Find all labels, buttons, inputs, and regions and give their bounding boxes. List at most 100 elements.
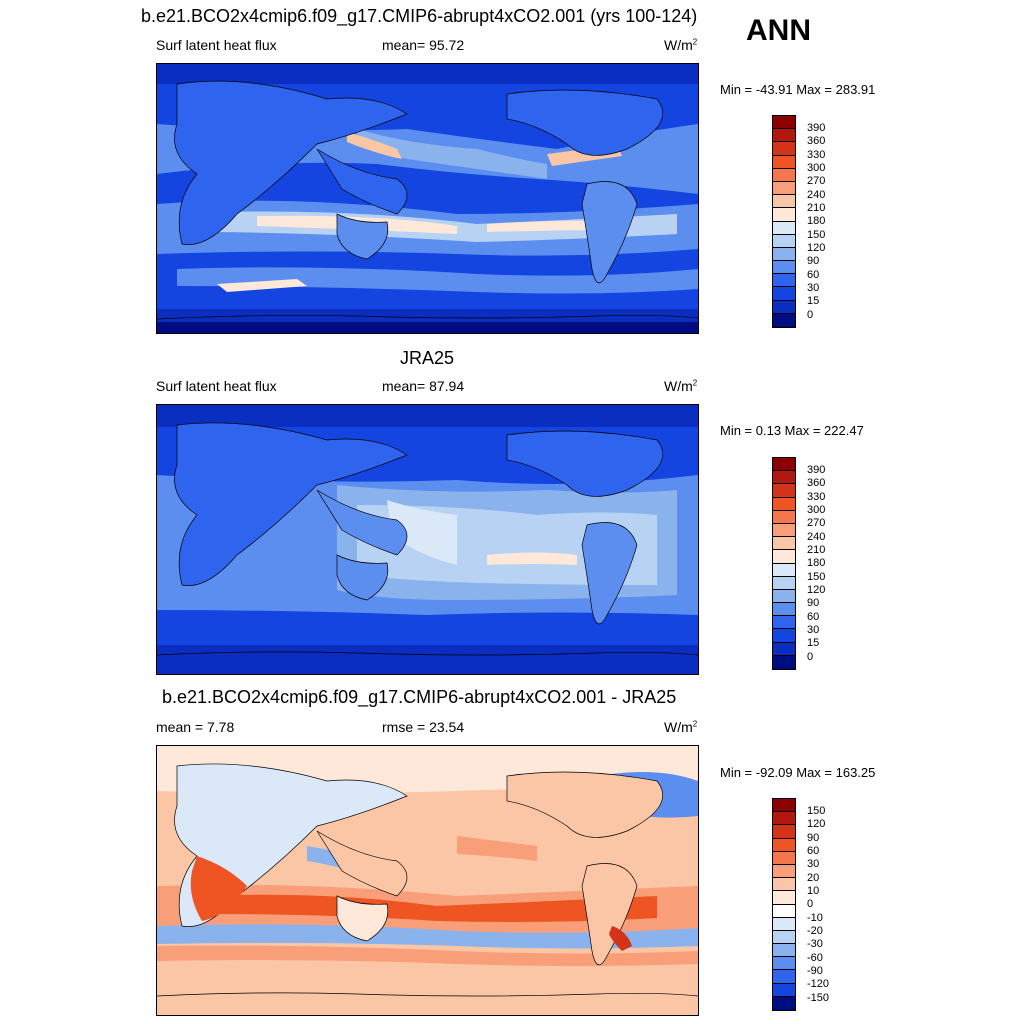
colorbar-swatch	[773, 537, 795, 551]
panel3-map	[156, 745, 699, 1016]
colorbar-swatch	[773, 313, 795, 327]
panel1-units: W/m2	[664, 37, 698, 53]
panel1-tick: 270	[807, 175, 826, 187]
colorbar-swatch	[773, 195, 795, 209]
panel1-tick: 210	[807, 202, 826, 214]
colorbar-swatch	[773, 287, 795, 301]
panel2-tick: 150	[807, 571, 826, 583]
colorbar-swatch	[773, 300, 795, 314]
colorbar-swatch	[773, 930, 795, 945]
colorbar-swatch	[773, 576, 795, 590]
colorbar-swatch	[773, 904, 795, 918]
panel1-tick: 30	[807, 282, 820, 294]
panel2-tick: 240	[807, 531, 826, 543]
panel1-tick: 360	[807, 135, 826, 147]
panel3-colorbar	[772, 798, 796, 1011]
panel1-map	[156, 63, 699, 334]
panel2-tick: 360	[807, 477, 826, 489]
panel3-tick: -60	[807, 952, 823, 964]
panel1-tick: 390	[807, 122, 826, 134]
colorbar-swatch	[773, 247, 795, 262]
colorbar-swatch	[773, 970, 795, 984]
colorbar-swatch	[773, 878, 795, 892]
panel3-tick: 0	[807, 898, 814, 910]
colorbar-swatch	[773, 155, 795, 169]
panel1-tick: 120	[807, 242, 826, 254]
colorbar-swatch	[773, 471, 795, 485]
colorbar-swatch	[773, 589, 795, 604]
panel3-tick: -120	[807, 978, 830, 990]
colorbar-swatch	[773, 168, 795, 182]
panel1-tick: 150	[807, 229, 826, 241]
colorbar-swatch	[773, 181, 795, 196]
panel3-rmse-label: rmse = 23.54	[382, 719, 465, 735]
panel1-tick: 60	[807, 269, 820, 281]
colorbar-swatch	[773, 851, 795, 865]
panel3-tick: 90	[807, 832, 820, 844]
colorbar-swatch	[773, 510, 795, 524]
colorbar-swatch	[773, 616, 795, 630]
colorbar-swatch	[773, 655, 795, 669]
colorbar-swatch	[773, 563, 795, 577]
panel2-tick: 0	[807, 651, 814, 663]
panel2-tick: 120	[807, 584, 826, 596]
panel3-tick: 120	[807, 818, 826, 830]
colorbar-swatch	[773, 550, 795, 564]
panel2-title: JRA25	[400, 348, 455, 368]
colorbar-swatch	[773, 944, 795, 958]
panel2-tick: 180	[807, 557, 826, 569]
panel3-title: b.e21.BCO2x4cmip6.f09_g17.CMIP6-abrupt4x…	[162, 687, 677, 707]
colorbar-swatch	[773, 917, 795, 931]
colorbar-swatch	[773, 261, 795, 275]
panel2-tick: 15	[807, 637, 820, 649]
panel3-tick: -20	[807, 925, 823, 937]
panel2-mean-label: mean= 87.94	[382, 378, 465, 394]
panel3-units: W/m2	[664, 719, 698, 735]
panel3-minmax: Min = -92.09 Max = 163.25	[720, 765, 876, 780]
colorbar-swatch	[773, 957, 795, 971]
panel2-tick: 300	[807, 504, 826, 516]
colorbar-swatch	[773, 497, 795, 511]
colorbar-swatch	[773, 274, 795, 288]
colorbar-swatch	[773, 812, 795, 826]
colorbar-swatch	[773, 838, 795, 852]
colorbar-swatch	[773, 129, 795, 143]
panel3-tick: 150	[807, 805, 826, 817]
panel1-colorbar	[772, 115, 796, 328]
panel1-tick: 330	[807, 149, 826, 161]
colorbar-swatch	[773, 629, 795, 643]
panel2-colorbar	[772, 457, 796, 670]
colorbar-swatch	[773, 642, 795, 656]
panel2-units: W/m2	[664, 378, 698, 394]
panel3-tick: 60	[807, 845, 820, 857]
colorbar-swatch	[773, 825, 795, 839]
panel1-tick: 15	[807, 295, 820, 307]
panel2-minmax: Min = 0.13 Max = 222.47	[720, 423, 864, 438]
colorbar-swatch	[773, 891, 795, 905]
colorbar-swatch	[773, 996, 795, 1010]
panel1-variable-label: Surf latent heat flux	[156, 37, 277, 53]
panel3-tick: -90	[807, 965, 823, 977]
season-label: ANN	[746, 14, 811, 47]
panel1-tick: 0	[807, 309, 814, 321]
panel1-mean-label: mean= 95.72	[382, 37, 465, 53]
panel3-tick: -150	[807, 992, 830, 1004]
panel2-variable-label: Surf latent heat flux	[156, 378, 277, 394]
panel2-tick: 30	[807, 624, 820, 636]
panel3-tick: -30	[807, 938, 823, 950]
colorbar-swatch	[773, 603, 795, 617]
panel2-tick: 270	[807, 517, 826, 529]
colorbar-swatch	[773, 142, 795, 156]
colorbar-swatch	[773, 208, 795, 222]
panel3-tick: 10	[807, 885, 820, 897]
panel1-minmax: Min = -43.91 Max = 283.91	[720, 82, 876, 97]
panel2-tick: 390	[807, 464, 826, 476]
panel2-tick: 210	[807, 544, 826, 556]
panel1-title: b.e21.BCO2x4cmip6.f09_g17.CMIP6-abrupt4x…	[141, 6, 698, 26]
colorbar-swatch	[773, 799, 795, 813]
panel2-map	[156, 404, 699, 675]
colorbar-swatch	[773, 864, 795, 879]
colorbar-swatch	[773, 523, 795, 538]
colorbar-swatch	[773, 458, 795, 472]
panel1-tick: 180	[807, 215, 826, 227]
